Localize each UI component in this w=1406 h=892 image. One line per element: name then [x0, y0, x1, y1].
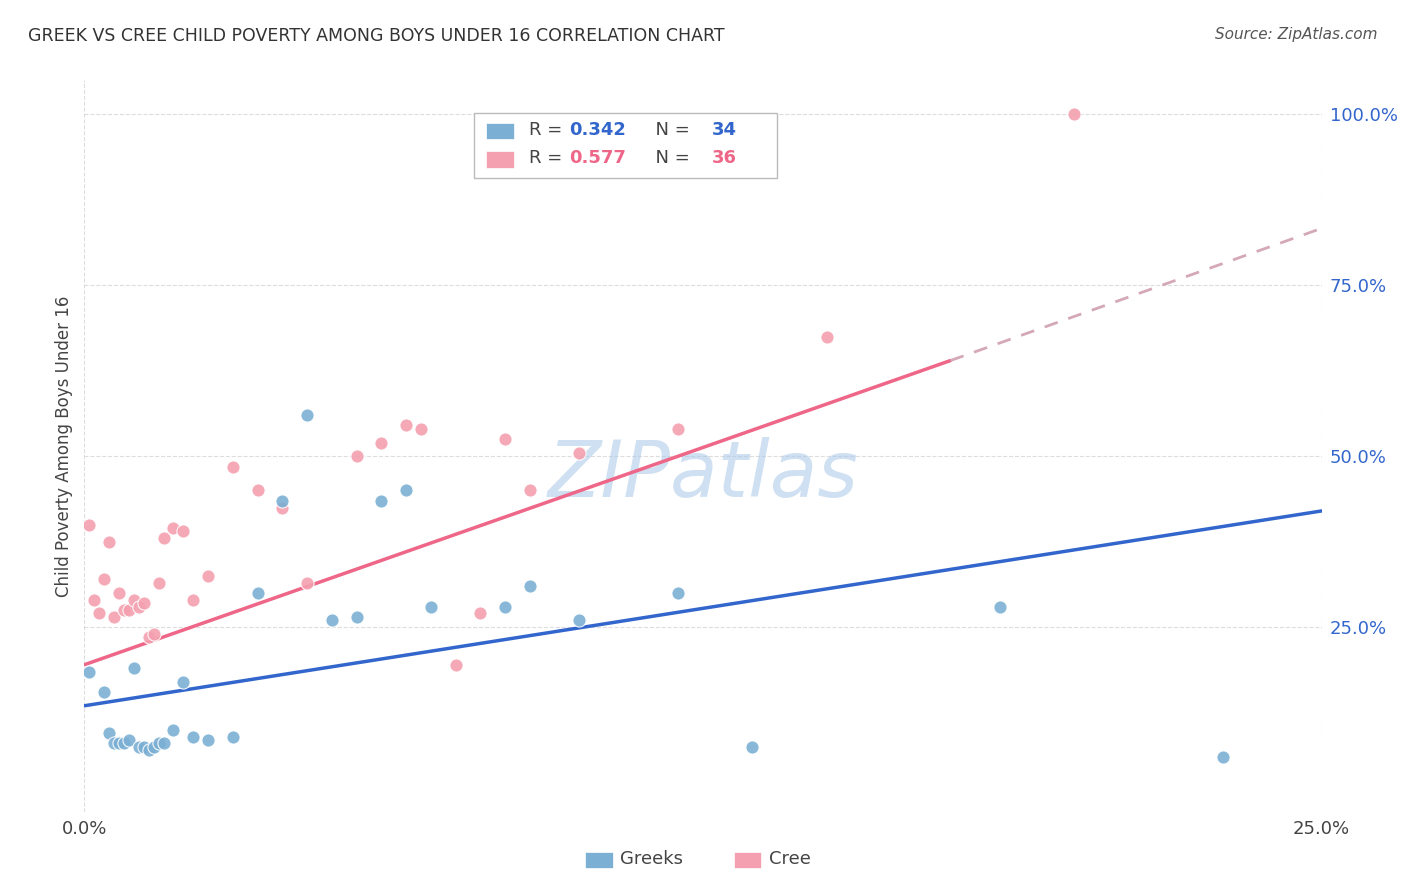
Point: [666, 586, 689, 600]
Point: [409, 422, 432, 436]
Point: [419, 599, 441, 614]
Point: [197, 733, 219, 747]
Point: [93, 572, 115, 586]
Text: GREEK VS CREE CHILD POVERTY AMONG BOYS UNDER 16 CORRELATION CHART: GREEK VS CREE CHILD POVERTY AMONG BOYS U…: [28, 27, 724, 45]
Point: [197, 569, 219, 583]
Point: [395, 418, 418, 433]
Point: [152, 531, 174, 545]
Point: [132, 596, 155, 610]
FancyBboxPatch shape: [734, 852, 761, 868]
Point: [1063, 107, 1085, 121]
Point: [370, 435, 392, 450]
Point: [519, 579, 541, 593]
Point: [132, 739, 155, 754]
Y-axis label: Child Poverty Among Boys Under 16: Child Poverty Among Boys Under 16: [55, 295, 73, 597]
FancyBboxPatch shape: [585, 852, 613, 868]
Point: [162, 521, 184, 535]
Point: [494, 599, 516, 614]
Text: 0.577: 0.577: [569, 149, 626, 167]
Point: [222, 730, 245, 744]
Point: [128, 599, 150, 614]
Point: [568, 613, 591, 627]
Point: [395, 483, 418, 498]
Text: R =: R =: [529, 149, 568, 167]
FancyBboxPatch shape: [486, 123, 513, 139]
Point: [108, 586, 131, 600]
Point: [222, 459, 245, 474]
Point: [98, 726, 121, 740]
Point: [148, 575, 170, 590]
Point: [152, 736, 174, 750]
Point: [172, 674, 194, 689]
Point: [118, 733, 141, 747]
Point: [162, 723, 184, 737]
Point: [271, 500, 294, 515]
Point: [79, 665, 101, 679]
Point: [741, 739, 763, 754]
Point: [666, 422, 689, 436]
Text: 36: 36: [711, 149, 737, 167]
Point: [142, 739, 165, 754]
Point: [138, 631, 160, 645]
Point: [112, 603, 135, 617]
Text: N =: N =: [644, 149, 695, 167]
Point: [172, 524, 194, 539]
Point: [346, 610, 368, 624]
Text: Source: ZipAtlas.com: Source: ZipAtlas.com: [1215, 27, 1378, 42]
Point: [79, 517, 101, 532]
Point: [181, 730, 204, 744]
Point: [271, 493, 294, 508]
Text: Greeks: Greeks: [620, 849, 683, 868]
FancyBboxPatch shape: [474, 113, 778, 178]
FancyBboxPatch shape: [486, 152, 513, 168]
Point: [103, 736, 125, 750]
Point: [295, 575, 318, 590]
Text: R =: R =: [529, 120, 568, 138]
Point: [988, 599, 1011, 614]
Point: [295, 409, 318, 423]
Point: [346, 449, 368, 463]
Point: [470, 607, 492, 621]
Point: [519, 483, 541, 498]
Point: [246, 483, 269, 498]
Point: [128, 739, 150, 754]
Point: [494, 432, 516, 446]
Point: [122, 661, 145, 675]
Point: [444, 657, 467, 672]
Point: [181, 592, 204, 607]
Text: Cree: Cree: [769, 849, 810, 868]
Point: [112, 736, 135, 750]
Point: [321, 613, 343, 627]
Text: ZIPatlas: ZIPatlas: [547, 437, 859, 513]
Text: N =: N =: [644, 120, 695, 138]
Point: [83, 592, 105, 607]
Point: [370, 493, 392, 508]
Text: 0.342: 0.342: [569, 120, 626, 138]
Point: [98, 534, 121, 549]
Point: [89, 607, 111, 621]
Point: [108, 736, 131, 750]
Point: [138, 743, 160, 757]
Point: [122, 592, 145, 607]
Point: [103, 610, 125, 624]
Point: [142, 627, 165, 641]
Point: [1212, 750, 1234, 764]
Point: [148, 736, 170, 750]
Point: [568, 446, 591, 460]
Text: 34: 34: [711, 120, 737, 138]
Point: [815, 329, 838, 343]
Point: [93, 685, 115, 699]
Point: [118, 603, 141, 617]
Point: [246, 586, 269, 600]
